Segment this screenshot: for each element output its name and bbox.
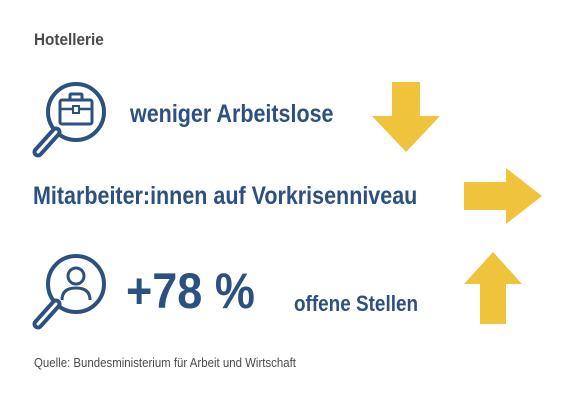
fewer-unemployed-text: weniger Arbeitslose <box>130 100 334 128</box>
staff-pre-crisis-level-text: Mitarbeiter:innen auf Vorkrisenniveau <box>33 182 418 210</box>
arrow-down-icon <box>372 82 440 152</box>
briefcase-magnifier-icon <box>30 78 110 163</box>
page-title: Hotellerie <box>34 30 104 49</box>
source-note: Quelle: Bundesministerium für Arbeit und… <box>34 355 296 370</box>
open-positions-value: +78 % <box>126 263 255 319</box>
arrow-right-icon <box>464 168 542 224</box>
person-magnifier-icon <box>30 250 110 335</box>
arrow-up-icon <box>464 252 522 324</box>
open-positions-text: offene Stellen <box>294 291 419 316</box>
